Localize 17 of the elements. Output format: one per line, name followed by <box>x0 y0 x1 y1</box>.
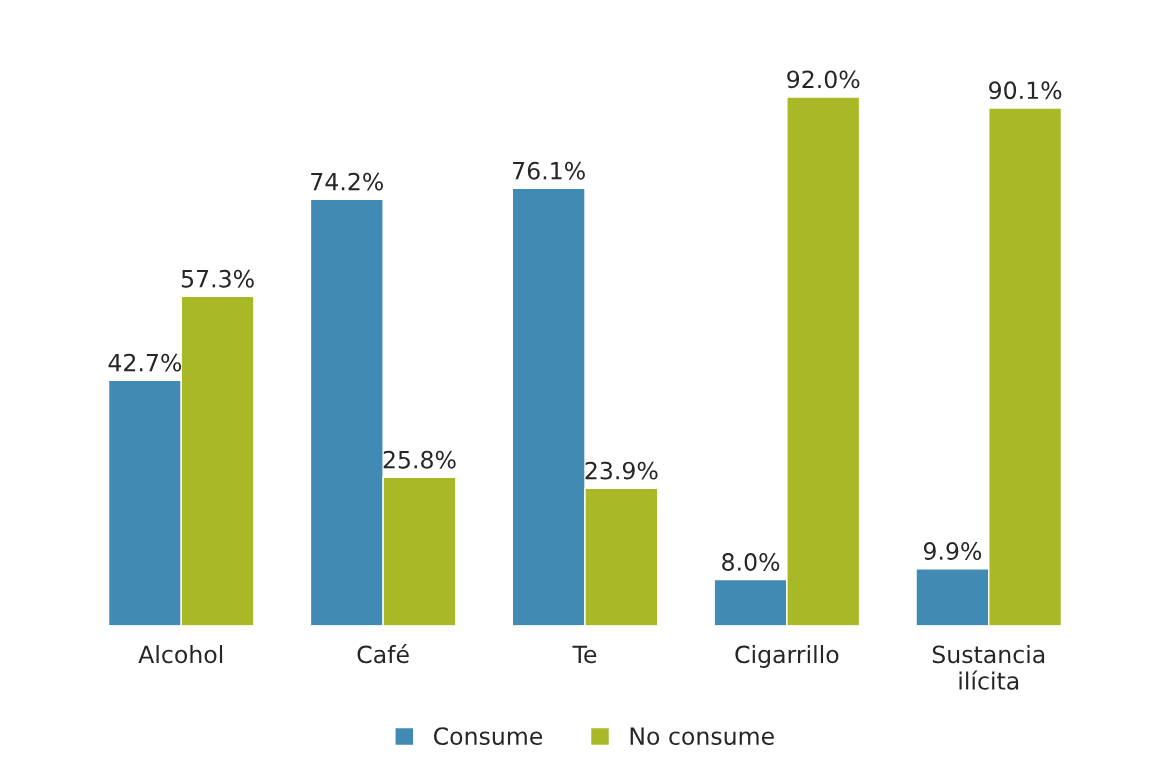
data-label: 76.1% <box>513 161 585 180</box>
x-tick-label: Sustancia ilícita <box>932 645 1045 690</box>
data-label: 9.9% <box>923 542 982 560</box>
legend-label: No consume <box>630 727 774 746</box>
data-label: 8.0% <box>722 553 780 571</box>
data-label: 57.3% <box>181 269 254 288</box>
x-tick-label: Alcohol <box>138 645 223 664</box>
data-label: 74.2% <box>311 172 383 191</box>
data-label: 90.1% <box>989 81 1062 100</box>
data-label: 23.9% <box>585 461 658 480</box>
x-tick-label: Te <box>572 645 597 664</box>
data-label: 92.0% <box>787 70 860 89</box>
data-label: 42.7% <box>108 353 182 372</box>
x-tick-label: Cigarrillo <box>735 645 839 668</box>
x-tick-label: Café <box>357 644 409 664</box>
legend-label: Consume <box>433 727 543 746</box>
data-label: 25.8% <box>383 450 456 469</box>
